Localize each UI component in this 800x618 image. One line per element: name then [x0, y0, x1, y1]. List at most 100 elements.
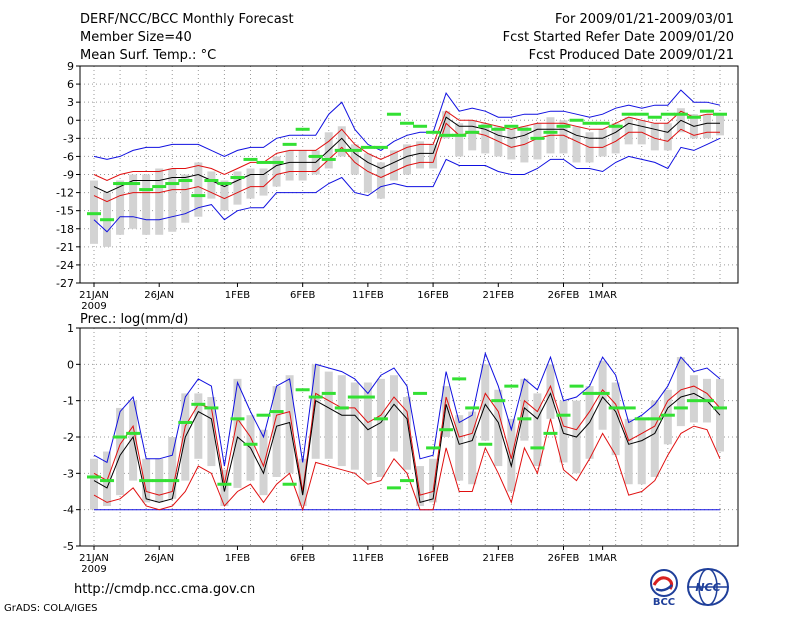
temp-xtick-label: 21FEB	[482, 290, 514, 301]
prec-observed-marker	[556, 413, 571, 417]
prec-observed-marker	[400, 479, 414, 483]
prec-ensemble-box	[298, 458, 307, 507]
prec-year-label: 2009	[81, 564, 106, 575]
temp-observed-marker	[334, 148, 349, 152]
temp-ensemble-box	[663, 123, 672, 151]
temp-ytick-label: -15	[56, 205, 74, 218]
prec-ensemble-box	[416, 466, 425, 507]
prec-xtick-label: 21FEB	[482, 553, 514, 564]
temp-observed-marker	[139, 188, 154, 192]
prec-ytick-label: -4	[63, 504, 74, 517]
prec-observed-marker	[308, 395, 323, 399]
temp-ensemble-box	[572, 126, 581, 163]
temp-xtick-label: 26JAN	[144, 290, 174, 301]
prec-observed-marker	[256, 413, 271, 417]
prec-observed-marker	[373, 417, 388, 421]
prec-observed-marker	[243, 442, 258, 446]
bcc-logo-text: BCC	[653, 597, 675, 607]
temp-ytick-label: 0	[67, 114, 74, 127]
temp-ensemble-box	[298, 150, 307, 181]
temp-xtick-label: 6FEB	[290, 290, 315, 301]
prec-ensemble-box	[507, 418, 516, 492]
prec-observed-marker	[491, 399, 506, 403]
prec-observed-marker	[139, 479, 154, 483]
temp-ensemble-box	[429, 144, 438, 169]
prec-observed-marker	[660, 413, 675, 417]
prec-ensemble-box	[455, 415, 464, 481]
temp-blue-upper-line	[93, 89, 721, 160]
temp-xtick-label: 1FEB	[225, 290, 250, 301]
temp-observed-marker	[295, 127, 310, 131]
prec-observed-marker	[621, 406, 636, 410]
prec-xtick-label: 1FEB	[225, 553, 250, 564]
prec-ensemble-box	[324, 371, 333, 459]
temp-observed-marker	[569, 118, 584, 122]
source-url[interactable]: http://cmdp.ncc.cma.gov.cn	[74, 582, 256, 597]
temp-blue-lower-line	[93, 137, 721, 233]
prec-observed-marker	[295, 388, 310, 392]
temp-ensemble-box	[207, 171, 216, 199]
prec-ensemble-box	[429, 458, 438, 503]
prec-blue-upper-line	[93, 351, 721, 467]
prec-observed-marker	[634, 417, 649, 421]
temp-ensemble-box	[598, 129, 607, 157]
temp-xtick-label: 1MAR	[588, 290, 617, 301]
temp-observed-marker	[347, 148, 362, 152]
temp-ensemble-box	[350, 144, 359, 175]
temp-observed-marker	[543, 130, 558, 134]
prec-observed-marker	[608, 406, 623, 410]
prec-ensemble-box	[481, 364, 490, 441]
temp-observed-marker	[126, 182, 141, 186]
member-size-label: Member Size=40	[80, 30, 192, 45]
prec-observed-marker	[413, 391, 428, 395]
prec-ensemble-box	[403, 397, 411, 470]
temp-observed-marker	[152, 185, 167, 189]
temp-observed-marker	[191, 194, 206, 198]
prec-observed-marker	[230, 417, 245, 421]
prec-ytick-label: -5	[63, 540, 74, 553]
prec-observed-marker	[152, 479, 167, 483]
temp-observed-marker	[308, 154, 323, 158]
prec-observed-marker	[504, 384, 519, 388]
prec-observed-marker	[713, 406, 727, 410]
temp-ytick-label: 9	[67, 60, 74, 73]
temp-ensemble-box	[129, 174, 138, 229]
prec-ensemble-box	[637, 418, 646, 485]
prec-observed-marker	[347, 395, 362, 399]
temp-observed-marker	[582, 121, 597, 125]
temp-observed-marker	[243, 157, 258, 161]
temp-xtick-label: 26FEB	[548, 290, 580, 301]
prec-observed-marker	[582, 391, 597, 395]
temp-ytick-label: -18	[56, 223, 74, 236]
prec-ensemble-box	[194, 393, 203, 459]
prec-ensemble-box	[337, 375, 346, 467]
temp-observed-marker	[426, 130, 441, 134]
prec-observed-marker	[465, 406, 480, 410]
prec-ensemble-box	[442, 386, 451, 437]
temp-red-upper-line	[93, 110, 720, 182]
prec-ytick-label: -2	[63, 431, 74, 444]
temp-ensemble-box	[559, 120, 568, 154]
prec-observed-marker	[699, 399, 714, 403]
temp-observed-marker	[87, 212, 101, 216]
temp-ensemble-box	[416, 141, 425, 169]
prec-ensemble-box	[546, 364, 555, 419]
temp-ytick-label: 3	[67, 96, 74, 109]
prec-observed-marker	[204, 406, 219, 410]
prec-mean-line	[93, 392, 721, 504]
temp-ensemble-box	[233, 171, 242, 205]
prec-red-lower-line	[93, 418, 721, 512]
prec-ensemble-box	[689, 375, 698, 423]
temp-ensemble-box	[142, 174, 151, 235]
temp-observed-marker	[178, 179, 193, 183]
forecast-period-label: For 2009/01/21-2009/03/01	[555, 12, 734, 27]
temp-observed-marker	[256, 160, 271, 164]
prec-observed-marker	[360, 395, 375, 399]
prec-observed-marker	[452, 377, 467, 381]
prec-observed-marker	[569, 384, 584, 388]
temp-observed-marker	[634, 112, 649, 116]
temp-ensemble-box	[116, 180, 125, 235]
temp-observed-marker	[647, 115, 662, 119]
grads-credit: GrADS: COLA/IGES	[4, 603, 98, 614]
